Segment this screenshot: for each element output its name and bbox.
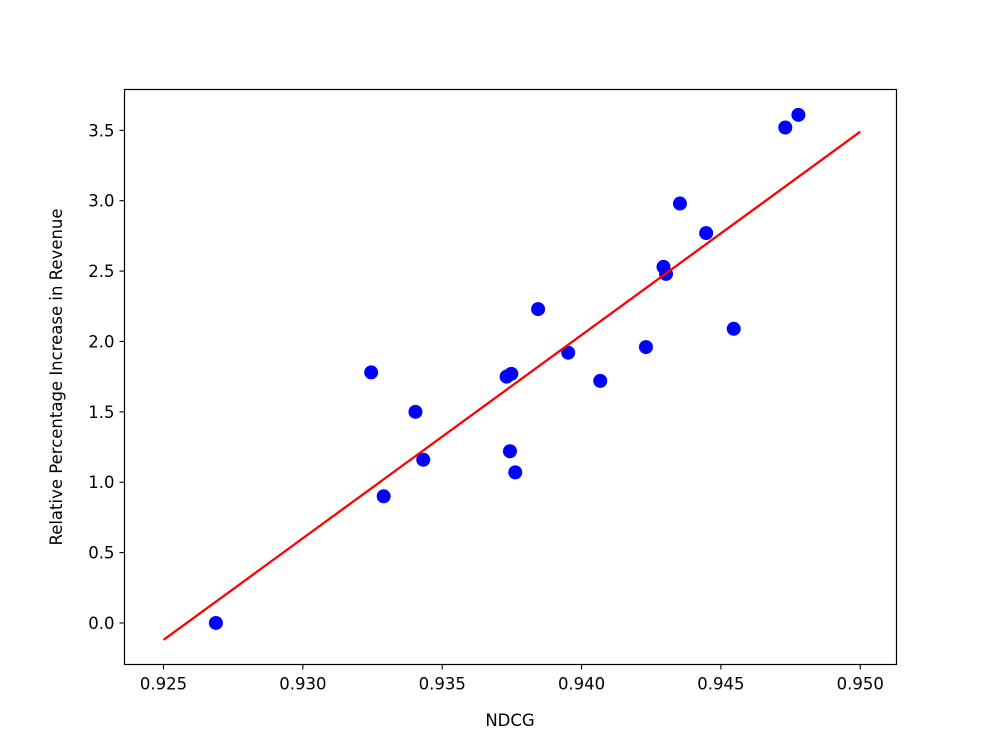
y-tick-label: 3.5: [88, 121, 114, 140]
x-tick-label: 0.935: [419, 675, 466, 694]
y-tick-label: 1.0: [88, 473, 114, 492]
x-tick-label: 0.930: [279, 675, 326, 694]
y-tick-label: 2.5: [88, 262, 114, 281]
x-axis-label: NDCG: [485, 711, 534, 730]
y-tick-label: 2.0: [88, 332, 114, 351]
x-tick-label: 0.925: [140, 675, 187, 694]
data-point: [504, 366, 519, 381]
data-point: [638, 340, 653, 355]
data-point: [364, 365, 379, 380]
x-tick-label: 0.940: [558, 675, 605, 694]
data-point: [531, 302, 546, 317]
data-point: [778, 120, 793, 135]
data-point: [508, 465, 523, 480]
y-tick-label: 0.5: [88, 544, 114, 563]
data-point: [791, 107, 806, 122]
data-point: [416, 452, 431, 467]
data-point: [502, 444, 517, 459]
x-axis: 0.925 0.930 0.935 0.940 0.945 0.950: [140, 664, 884, 694]
data-point: [593, 373, 608, 388]
y-axis: 0.0 0.5 1.0 1.5 2.0 2.5 3.0 3.5: [88, 121, 125, 633]
data-point: [699, 226, 714, 241]
data-point: [376, 489, 391, 504]
plot-area: [162, 107, 861, 641]
regression-line: [162, 130, 861, 641]
x-tick-label: 0.950: [837, 675, 884, 694]
data-point: [408, 404, 423, 419]
plot-frame: [123, 88, 898, 666]
data-point: [726, 321, 741, 336]
data-point: [208, 615, 223, 630]
y-axis-label: Relative Percentage Increase in Revenue: [47, 208, 66, 545]
y-tick-label: 1.5: [88, 403, 114, 422]
data-point: [672, 196, 687, 211]
x-tick-label: 0.945: [697, 675, 744, 694]
y-tick-label: 3.0: [88, 192, 114, 211]
data-point: [561, 345, 576, 360]
y-tick-label: 0.0: [88, 614, 114, 633]
